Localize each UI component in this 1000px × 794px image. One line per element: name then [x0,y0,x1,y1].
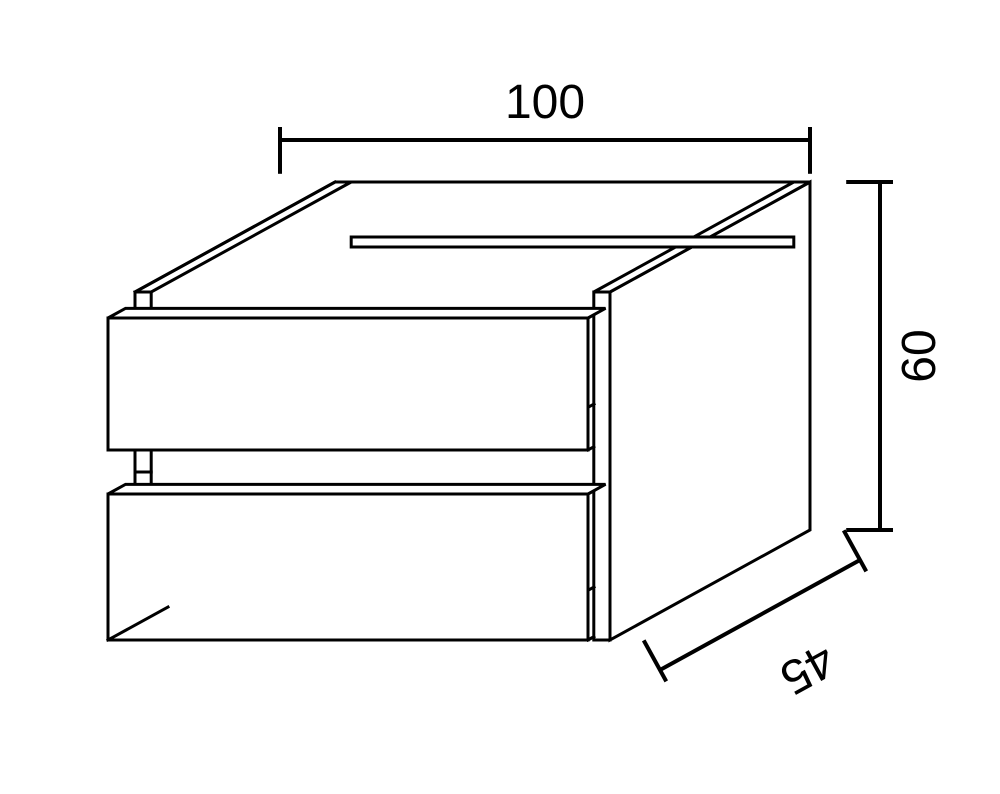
dimension-height-label: 60 [893,329,946,382]
cabinet-line-art [108,182,810,640]
dimension-depth-label: 45 [771,632,843,704]
cabinet-technical-drawing: 100 60 45 [0,0,1000,794]
dimension-width-label: 100 [505,76,585,129]
